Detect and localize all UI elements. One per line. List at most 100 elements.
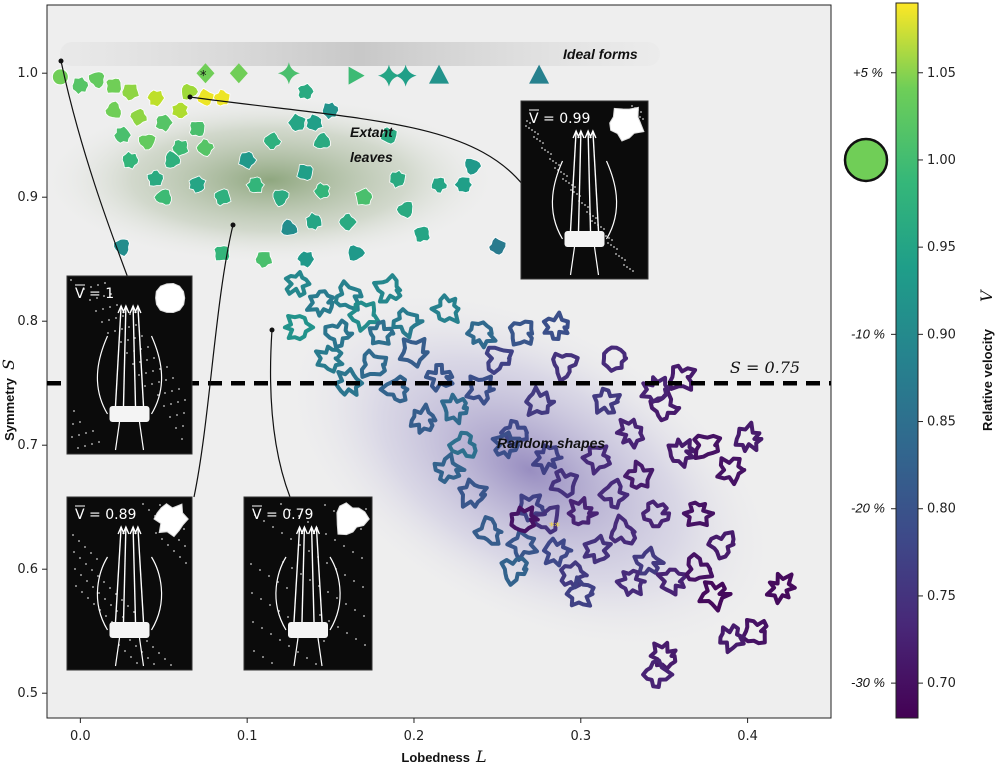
- point-1-26: [296, 164, 314, 181]
- inset-speck: [115, 317, 117, 319]
- inset-body: [109, 622, 150, 638]
- y-axis-symbol: S: [0, 359, 18, 370]
- inset-speck: [639, 116, 641, 118]
- point-2-17: [447, 430, 478, 459]
- inset-speck: [124, 650, 126, 652]
- inset-3: V = 0.89: [66, 496, 193, 671]
- inset-speck: [90, 286, 92, 288]
- connector-inset-1: [60, 60, 129, 279]
- inset-speck: [155, 532, 157, 534]
- inset-speck: [251, 592, 253, 594]
- inset-speck: [632, 270, 634, 272]
- inset-speck: [539, 140, 541, 142]
- point-2-40: [623, 459, 655, 490]
- point-1-28: [305, 211, 323, 231]
- point-1-27: [313, 181, 331, 200]
- inset-speck: [129, 313, 131, 315]
- colorbar-tick-label-1: 0.75: [927, 589, 956, 604]
- inset-speck: [624, 259, 626, 261]
- inset-speck: [300, 573, 302, 575]
- inset-speck: [179, 556, 181, 558]
- inset-speck: [103, 295, 105, 297]
- inset-speck: [116, 304, 118, 306]
- point-2-58: [697, 580, 733, 613]
- inset-arrow: [572, 129, 580, 139]
- inset-speck: [79, 557, 81, 559]
- inset-speck: [297, 651, 299, 653]
- inset-speck: [608, 237, 610, 239]
- connector-inset-2: [189, 96, 524, 186]
- inset-speck: [547, 151, 549, 153]
- ideal-forms-band: [60, 42, 660, 66]
- inset-speck: [103, 581, 105, 583]
- point-2-61: [432, 452, 467, 484]
- point-1-32: [389, 169, 407, 189]
- inset-speck: [325, 533, 327, 535]
- point-1-42: [263, 131, 283, 151]
- point-2-16: [408, 402, 438, 435]
- point-1-35: [431, 176, 448, 194]
- inset-speck: [122, 315, 124, 317]
- colorbar-label-group: Relative velocity V: [977, 289, 996, 431]
- inset-speck: [172, 377, 174, 379]
- inset-speck: [629, 268, 631, 270]
- inset-speck: [566, 175, 568, 177]
- percent-label-0: +5 %: [853, 65, 883, 80]
- inset-speck: [558, 164, 560, 166]
- inset-speck: [576, 193, 578, 195]
- inset-streamline: [293, 526, 301, 623]
- inset-speck: [603, 228, 605, 230]
- y-tick-label-1: 0.6: [17, 562, 38, 577]
- inset-speck: [353, 580, 355, 582]
- inset-speck: [592, 215, 594, 217]
- inset-wake: [96, 335, 109, 415]
- point-2-34: [592, 386, 622, 415]
- inset-wake: [275, 556, 287, 631]
- inset-speck: [175, 427, 177, 429]
- inset-trail: [293, 637, 323, 667]
- inset-speck: [290, 538, 292, 540]
- inset-speck: [97, 284, 99, 286]
- inset-arrow: [312, 525, 321, 535]
- inset-streamline: [301, 526, 306, 623]
- point-1-20: [188, 175, 207, 194]
- inset-speck: [79, 421, 81, 423]
- inset-speck: [262, 656, 264, 658]
- point-2-53: [681, 500, 716, 528]
- point-1-39: [287, 112, 307, 132]
- inset-streamline: [315, 526, 323, 623]
- point-0-8: [529, 64, 550, 84]
- inset-speck: [361, 557, 363, 559]
- point-1-2: [105, 77, 122, 94]
- inset-speck: [183, 412, 185, 414]
- annotation-random-shapes: Random shapes: [497, 435, 605, 451]
- point-1-12: [113, 125, 132, 144]
- inset-speck: [167, 544, 169, 546]
- inset-speck: [616, 248, 618, 250]
- point-2-15: [464, 374, 496, 406]
- inset-speck: [328, 620, 330, 622]
- point-2-29: [531, 443, 564, 475]
- point-1-3: [121, 83, 140, 102]
- inset-arrow: [295, 525, 304, 535]
- annotation-double-star: **: [549, 520, 561, 533]
- inset-speck: [177, 401, 179, 403]
- inset-speck: [298, 515, 300, 517]
- inset-speck: [151, 383, 153, 385]
- point-2-46: [505, 528, 539, 562]
- point-2-5: [323, 318, 355, 349]
- point-2-19: [524, 385, 557, 417]
- point-2-55: [632, 545, 666, 576]
- inset-speck: [362, 586, 364, 588]
- inset-speck: [562, 178, 564, 180]
- reference-velocity-circle: [843, 137, 889, 183]
- inset-speck: [173, 550, 175, 552]
- inset-speck: [84, 445, 86, 447]
- inset-speck: [363, 615, 365, 617]
- inset-speck: [178, 539, 180, 541]
- point-1-40: [305, 113, 324, 132]
- inset-speck: [269, 604, 271, 606]
- inset-speck: [611, 239, 613, 241]
- inset-speck: [169, 416, 171, 418]
